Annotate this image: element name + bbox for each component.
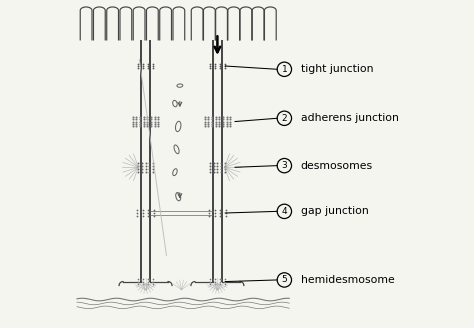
Text: gap junction: gap junction: [301, 206, 368, 216]
Text: 1: 1: [282, 65, 287, 74]
Text: tight junction: tight junction: [301, 64, 373, 74]
Text: 2: 2: [282, 114, 287, 123]
Text: adherens junction: adherens junction: [301, 113, 399, 123]
Text: 4: 4: [282, 207, 287, 216]
Text: 3: 3: [282, 161, 287, 170]
Text: desmosomes: desmosomes: [301, 161, 373, 171]
Text: 5: 5: [282, 276, 287, 284]
Text: hemidesmosome: hemidesmosome: [301, 275, 394, 285]
